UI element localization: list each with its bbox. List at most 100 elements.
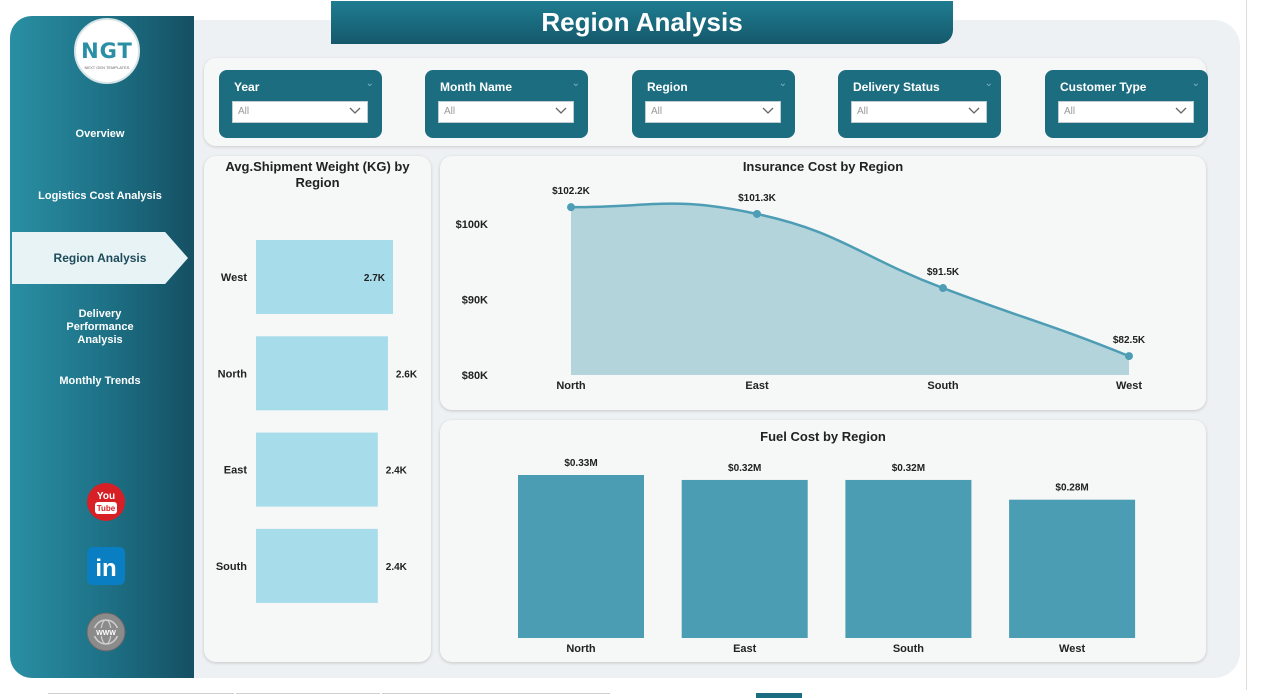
- filter-customer-type-value: All: [1064, 106, 1076, 117]
- filter-year: Year ⌄ All: [219, 70, 382, 138]
- logo: NGT NEXT GEN TEMPLATES: [74, 18, 140, 84]
- fuel-label-north: $0.33M: [564, 458, 597, 469]
- insurance-xtick-north: North: [556, 380, 586, 392]
- filter-customer-type-label: Customer Type: [1060, 80, 1147, 94]
- insurance-label-south: $91.5K: [927, 267, 960, 278]
- tab-divider: [382, 693, 610, 694]
- chevron-down-icon[interactable]: ⌄: [1191, 78, 1200, 89]
- filter-region-label: Region: [647, 80, 688, 94]
- weight-tick-west: West: [221, 272, 247, 284]
- fuel-xtick-east: East: [733, 643, 757, 655]
- chevron-down-icon[interactable]: ⌄: [571, 78, 580, 89]
- insurance-label-north: $102.2K: [552, 186, 591, 197]
- logo-text: NGT: [81, 39, 133, 63]
- weight-bar-west: [256, 240, 393, 314]
- filter-delivery-status-value: All: [857, 106, 869, 117]
- insurance-xtick-south: South: [927, 380, 958, 392]
- fuel-bar-north: [518, 475, 644, 638]
- fuel-bar-east: [681, 479, 808, 638]
- weight-label-west: 2.7K: [364, 273, 386, 284]
- filter-year-value: All: [238, 106, 250, 117]
- insurance-point-east: [753, 209, 761, 218]
- fuel-cost-card: Fuel Cost by Region $0.33M North $0.32M Eas…: [440, 420, 1206, 662]
- insurance-label-east: $101.3K: [738, 193, 777, 204]
- fuel-xtick-north: North: [566, 643, 596, 655]
- filter-year-dropdown[interactable]: All: [232, 101, 368, 123]
- filter-month-name-label: Month Name: [440, 80, 512, 94]
- nav-item-delivery-performance-analysis[interactable]: Delivery Performance Analysis: [66, 308, 134, 346]
- filter-customer-type-dropdown[interactable]: All: [1058, 101, 1194, 123]
- active-tab-indicator[interactable]: [756, 693, 802, 698]
- insurance-cost-title: Insurance Cost by Region: [742, 159, 904, 174]
- insurance-point-south: [939, 284, 947, 293]
- insurance-cost-chart: $100K $90K $80K $102.2K North $101.3K East $91.…: [456, 186, 1146, 392]
- filter-month-name-dropdown[interactable]: All: [438, 101, 574, 123]
- shipment-weight-title: Avg.Shipment Weight (KG) by Region: [225, 159, 410, 190]
- filter-year-label: Year: [234, 80, 260, 94]
- filter-delivery-status-dropdown[interactable]: All: [851, 101, 987, 123]
- weight-label-east: 2.4K: [386, 466, 408, 477]
- fuel-label-east: $0.32M: [728, 463, 761, 474]
- insurance-point-north: [567, 203, 575, 212]
- title-banner: [331, 1, 953, 44]
- weight-label-north: 2.6K: [396, 369, 418, 380]
- youtube-icon[interactable]: You Tube: [86, 482, 126, 522]
- insurance-ytick: $80K: [462, 370, 488, 382]
- nav-item-monthly-trends[interactable]: Monthly Trends: [59, 375, 141, 387]
- fuel-bar-west: [1009, 499, 1136, 638]
- logo-subtext: NEXT GEN TEMPLATES: [84, 65, 130, 70]
- page-title: Region Analysis: [541, 7, 743, 37]
- insurance-point-west: [1125, 352, 1133, 361]
- chevron-down-icon: [349, 107, 361, 114]
- weight-bar-north: [256, 336, 388, 411]
- chevron-down-icon[interactable]: ⌄: [778, 78, 787, 89]
- filter-month-name: Month Name ⌄ All: [425, 70, 588, 138]
- insurance-xtick-east: East: [745, 380, 769, 392]
- filter-month-name-value: All: [444, 106, 456, 117]
- weight-bar-east: [256, 432, 378, 507]
- fuel-label-south: $0.32M: [892, 463, 925, 474]
- fuel-label-west: $0.28M: [1055, 483, 1088, 494]
- nav-item-overview[interactable]: Overview: [75, 128, 125, 140]
- insurance-label-west: $82.5K: [1113, 335, 1146, 346]
- shipment-weight-card: Avg.Shipment Weight (KG) by Region West 2…: [204, 156, 431, 662]
- chevron-down-icon: [1175, 107, 1187, 114]
- window-edge: [1246, 0, 1247, 698]
- youtube-icon-text-bottom: Tube: [97, 504, 116, 513]
- fuel-xtick-west: West: [1059, 643, 1085, 655]
- nav-item-logistics-cost-analysis[interactable]: Logistics Cost Analysis: [38, 190, 162, 202]
- insurance-ytick: $90K: [462, 294, 488, 306]
- filter-region-dropdown[interactable]: All: [645, 101, 781, 123]
- insurance-line: [570, 202, 1130, 358]
- tab-divider: [236, 693, 380, 694]
- fuel-cost-title: Fuel Cost by Region: [760, 429, 886, 444]
- weight-label-south: 2.4K: [386, 562, 408, 573]
- weight-tick-south: South: [216, 561, 247, 573]
- filter-delivery-status: Delivery Status ⌄ All: [838, 70, 1001, 138]
- filter-region-value: All: [651, 106, 663, 117]
- filter-delivery-status-label: Delivery Status: [853, 80, 940, 94]
- nav-item-region-analysis-label: Region Analysis: [53, 251, 147, 265]
- weight-tick-north: North: [218, 368, 248, 380]
- linkedin-icon-text: in: [95, 555, 116, 582]
- chevron-down-icon[interactable]: ⌄: [365, 78, 374, 89]
- website-icon-text: WWW: [96, 630, 116, 637]
- shipment-weight-chart: West 2.7K North 2.6K East 2.4K South 2.4K: [216, 240, 418, 603]
- nav-item-region-analysis[interactable]: [12, 232, 188, 284]
- insurance-cost-card: Insurance Cost by Region $100K $90K $80K $1…: [440, 156, 1206, 410]
- weight-tick-east: East: [224, 465, 248, 477]
- filter-region: Region ⌄ All: [632, 70, 795, 138]
- insurance-ytick: $100K: [456, 219, 488, 231]
- fuel-cost-chart: $0.33M North $0.32M East $0.32M South $0.28M We…: [518, 458, 1136, 655]
- fuel-xtick-south: South: [893, 643, 924, 655]
- fuel-bar-south: [845, 479, 972, 638]
- website-icon[interactable]: WWW: [86, 612, 126, 652]
- weight-bar-south: [256, 528, 378, 603]
- chevron-down-icon[interactable]: ⌄: [984, 78, 993, 89]
- youtube-icon-text-top: You: [97, 491, 115, 502]
- chevron-down-icon: [968, 107, 980, 114]
- linkedin-icon[interactable]: in: [86, 546, 126, 586]
- insurance-area: [571, 203, 1129, 375]
- chevron-down-icon: [762, 107, 774, 114]
- insurance-xtick-west: West: [1116, 380, 1142, 392]
